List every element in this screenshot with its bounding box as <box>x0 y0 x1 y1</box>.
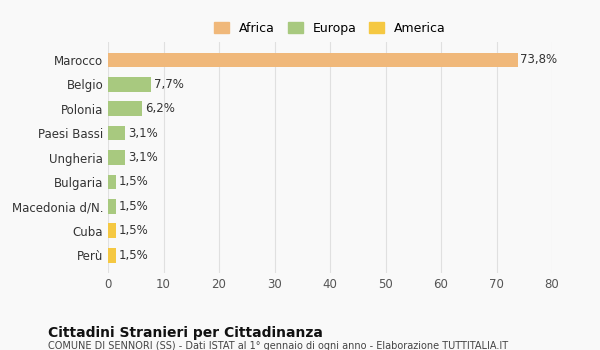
Bar <box>108 223 116 238</box>
Bar <box>108 126 125 140</box>
Text: 3,1%: 3,1% <box>128 127 158 140</box>
Bar <box>108 150 125 165</box>
Text: Cittadini Stranieri per Cittadinanza: Cittadini Stranieri per Cittadinanza <box>48 326 323 340</box>
Text: 3,1%: 3,1% <box>128 151 158 164</box>
Text: 1,5%: 1,5% <box>119 200 149 213</box>
Bar <box>108 77 151 92</box>
Text: COMUNE DI SENNORI (SS) - Dati ISTAT al 1° gennaio di ogni anno - Elaborazione TU: COMUNE DI SENNORI (SS) - Dati ISTAT al 1… <box>48 341 508 350</box>
Bar <box>108 102 142 116</box>
Text: 1,5%: 1,5% <box>119 248 149 262</box>
Text: 1,5%: 1,5% <box>119 175 149 188</box>
Bar <box>108 175 116 189</box>
Text: 7,7%: 7,7% <box>154 78 184 91</box>
Bar <box>108 52 518 67</box>
Text: 1,5%: 1,5% <box>119 224 149 237</box>
Text: 73,8%: 73,8% <box>520 53 557 66</box>
Bar <box>108 199 116 214</box>
Legend: Africa, Europa, America: Africa, Europa, America <box>211 18 449 39</box>
Text: 6,2%: 6,2% <box>145 102 175 115</box>
Bar <box>108 248 116 262</box>
